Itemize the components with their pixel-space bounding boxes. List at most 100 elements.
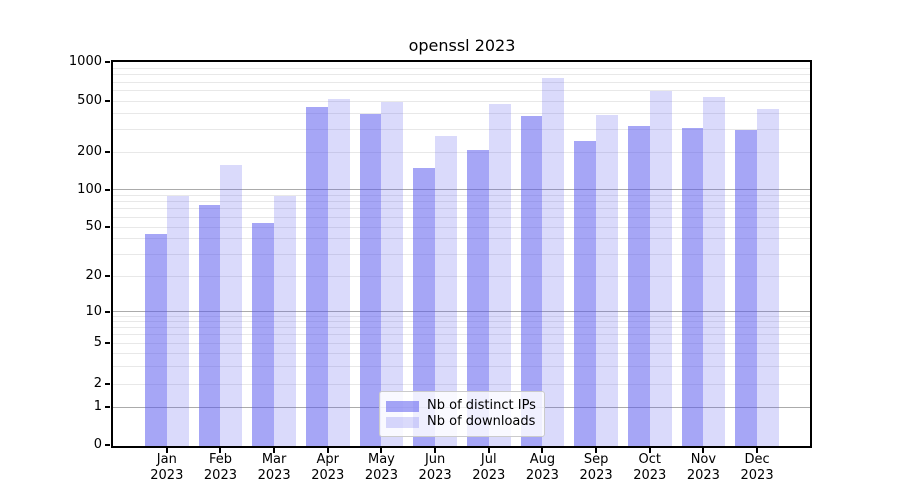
gridline-minor [113, 275, 810, 277]
x-tick-nov [702, 448, 705, 453]
x-tick-label-sep: Sep 2023 [579, 452, 613, 483]
x-tick-jul [487, 448, 490, 453]
bar-jul-downloads [488, 104, 511, 446]
gridline-minor [113, 352, 810, 354]
y-tick-0 [105, 444, 110, 447]
bar-oct-distinct-ips [627, 126, 650, 446]
legend-swatch-distinct-ips [386, 400, 419, 412]
y-tick-label-200: 200 [77, 144, 102, 160]
x-tick-label-aug: Aug 2023 [525, 452, 559, 483]
y-tick-label-50: 50 [85, 219, 102, 234]
legend-swatch-downloads [386, 416, 419, 428]
bar-aug-distinct-ips [520, 116, 543, 446]
x-tick-apr [326, 448, 329, 453]
bar-jun-downloads [435, 135, 457, 446]
legend-label-distinct-ips: Nb of distinct IPs [427, 398, 536, 413]
bar-mar-distinct-ips [252, 222, 275, 446]
gridline-minor [113, 67, 810, 69]
bar-nov-distinct-ips [681, 128, 704, 446]
x-tick-jan [165, 448, 168, 453]
bar-may-distinct-ips [359, 113, 382, 446]
y-tick-label-1: 1 [93, 399, 102, 415]
x-tick-jun [434, 448, 437, 453]
y-tick-1000 [105, 61, 110, 64]
gridline-minor [113, 226, 810, 228]
x-tick-label-nov: Nov 2023 [686, 452, 720, 483]
legend: Nb of distinct IPs Nb of downloads [379, 391, 545, 437]
y-tick-100 [105, 188, 110, 191]
gridline-minor [113, 327, 810, 329]
gridline-minor [113, 74, 810, 76]
y-tick-label-1000: 1000 [68, 54, 102, 70]
y-tick-5 [105, 342, 110, 345]
x-tick-oct [648, 448, 651, 453]
plot-area [111, 60, 812, 448]
gridline-minor [113, 253, 810, 255]
y-tick-200 [105, 151, 110, 154]
x-tick-aug [541, 448, 544, 453]
gridline-minor [113, 201, 810, 203]
bar-may-downloads [381, 101, 404, 446]
legend-label-downloads: Nb of downloads [427, 414, 536, 429]
bar-jan-distinct-ips [145, 233, 167, 446]
x-tick-feb [219, 448, 222, 453]
gridline-minor [113, 113, 810, 115]
y-tick-label-20: 20 [85, 268, 102, 283]
y-tick-label-100: 100 [77, 181, 102, 197]
bar-sep-downloads [596, 114, 618, 446]
gridline-minor [113, 216, 810, 218]
gridline-minor [113, 100, 810, 102]
bar-jul-distinct-ips [466, 149, 489, 446]
y-tick-500 [105, 100, 110, 102]
y-tick-label-5: 5 [93, 335, 102, 351]
gridline-minor [113, 383, 810, 385]
x-tick-may [380, 448, 383, 453]
y-tick-1 [105, 406, 110, 409]
bar-apr-downloads [327, 98, 350, 446]
y-tick-label-2: 2 [93, 376, 102, 392]
gridline-minor [113, 208, 810, 210]
chart-title: openssl 2023 [408, 36, 516, 55]
bar-oct-downloads [649, 91, 672, 446]
x-tick-label-dec: Dec 2023 [740, 452, 774, 483]
y-tick-50 [105, 226, 110, 228]
x-tick-label-jun: Jun 2023 [418, 452, 452, 483]
gridline-minor [113, 238, 810, 240]
y-tick-label-10: 10 [85, 303, 102, 319]
gridline-major [113, 189, 810, 190]
y-tick-label-0: 0 [93, 437, 102, 453]
bar-dec-distinct-ips [735, 130, 758, 446]
gridline-minor [113, 365, 810, 367]
x-tick-sep [595, 448, 598, 453]
bar-sep-distinct-ips [574, 141, 597, 446]
gridline-minor [113, 334, 810, 336]
x-tick-dec [756, 448, 759, 453]
gridline-minor [113, 342, 810, 344]
bar-dec-downloads [757, 108, 779, 446]
y-tick-10 [105, 310, 110, 313]
gridline-minor [113, 129, 810, 131]
bar-jun-distinct-ips [413, 167, 436, 446]
bar-aug-downloads [542, 78, 565, 446]
x-tick-mar [273, 448, 276, 453]
gridline-minor [113, 81, 810, 83]
legend-entry-distinct-ips: Nb of distinct IPs [386, 398, 536, 414]
x-tick-label-apr: Apr 2023 [311, 452, 345, 483]
x-tick-label-jul: Jul 2023 [472, 452, 506, 483]
x-tick-label-mar: Mar 2023 [257, 452, 291, 483]
x-tick-label-feb: Feb 2023 [203, 452, 237, 483]
bar-mar-downloads [274, 195, 296, 446]
gridline-minor [113, 90, 810, 92]
bar-apr-distinct-ips [305, 106, 328, 446]
gridline-minor [113, 151, 810, 153]
legend-entry-downloads: Nb of downloads [386, 414, 536, 430]
x-tick-label-may: May 2023 [364, 452, 398, 483]
gridline-minor [113, 316, 810, 317]
bar-jan-downloads [166, 195, 189, 446]
y-tick-20 [105, 275, 110, 277]
gridline-major [113, 311, 810, 313]
bar-feb-downloads [220, 165, 243, 446]
gridline-minor [113, 321, 810, 323]
